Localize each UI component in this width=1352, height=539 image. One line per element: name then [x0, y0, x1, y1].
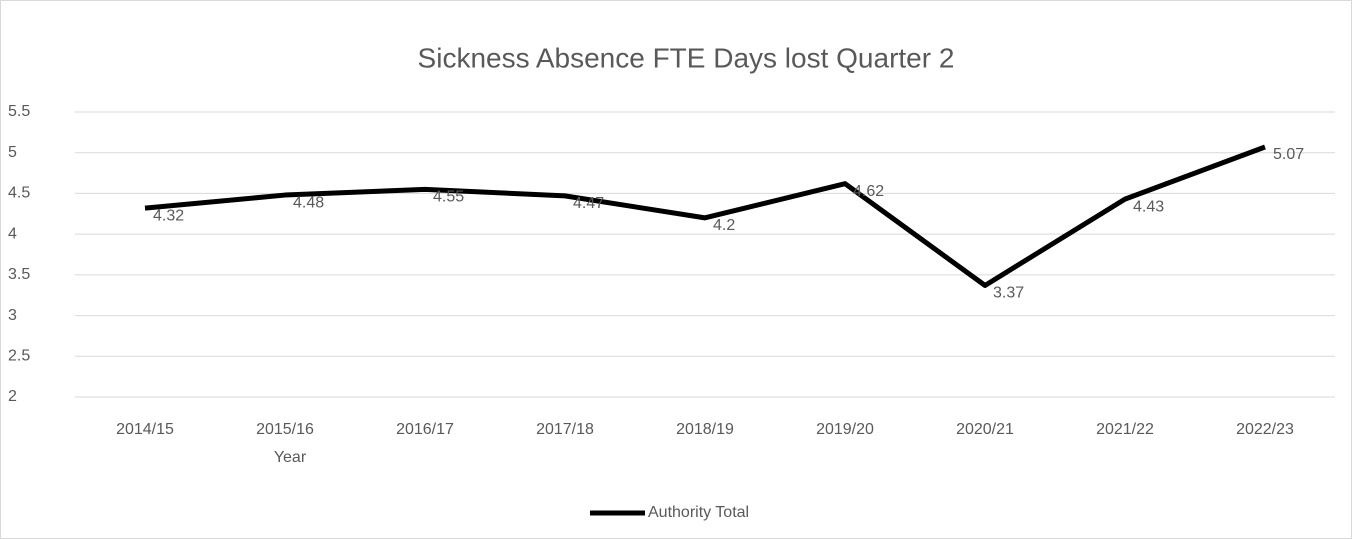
data-line [144, 144, 1266, 288]
data-label: 4.48 [293, 194, 324, 211]
x-tick-label: 2020/21 [956, 421, 1014, 438]
x-tick-label: 2015/16 [256, 421, 314, 438]
data-label: 4.43 [1133, 198, 1164, 215]
x-tick-label: 2016/17 [396, 421, 454, 438]
x-tick-label: 2017/18 [536, 421, 594, 438]
y-tick-label: 2 [8, 388, 17, 405]
data-label: 5.07 [1273, 146, 1304, 163]
x-tick-label: 2014/15 [116, 421, 174, 438]
x-axis-label: Year [274, 449, 307, 466]
data-label: 4.32 [153, 207, 184, 224]
data-label: 3.37 [993, 285, 1024, 302]
y-tick-label: 5.5 [8, 103, 30, 120]
x-tick-label: 2022/23 [1236, 421, 1294, 438]
y-tick-label: 5 [8, 144, 17, 161]
data-label: 4.47 [573, 195, 604, 212]
data-label: 4.55 [433, 189, 464, 206]
chart-title: Sickness Absence FTE Days lost Quarter 2 [418, 42, 955, 73]
y-tick-label: 2.5 [8, 348, 30, 365]
data-label: 4.2 [713, 217, 735, 234]
y-tick-label: 3 [8, 307, 17, 324]
x-tick-label: 2018/19 [676, 421, 734, 438]
y-tick-label: 3.5 [8, 266, 30, 283]
x-tick-label: 2021/22 [1096, 421, 1154, 438]
data-label: 4.62 [853, 183, 884, 200]
x-tick-label: 2019/20 [816, 421, 874, 438]
legend-label: Authority Total [648, 504, 749, 521]
y-tick-label: 4 [8, 225, 17, 242]
y-tick-label: 4.5 [8, 185, 30, 202]
